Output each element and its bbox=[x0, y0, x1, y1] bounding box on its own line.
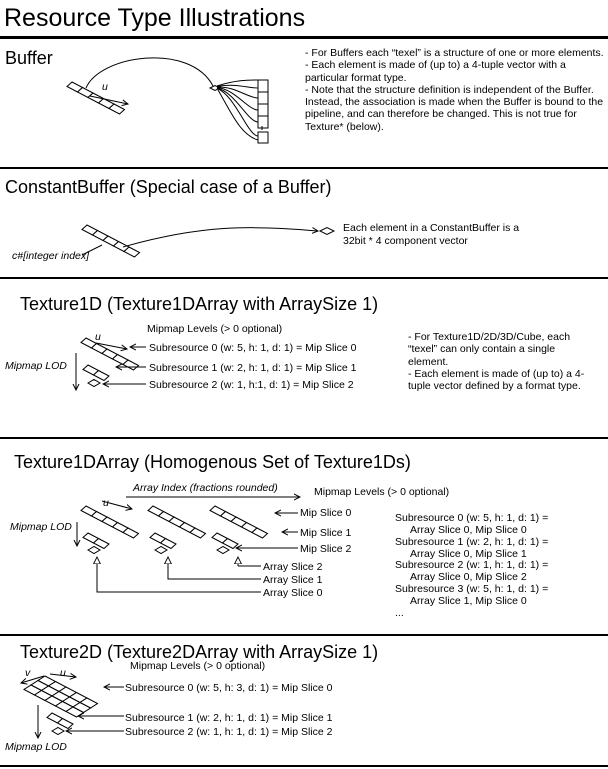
texture1darray-mip-lod: Mipmap LOD bbox=[10, 521, 72, 533]
buffer-note: - Each element is made of (up to) a 4-tu… bbox=[305, 59, 566, 84]
constantbuffer-heading: ConstantBuffer (Special case of a Buffer… bbox=[5, 177, 332, 197]
subresource-list: Subresource 0 (w: 5, h: 1, d: 1) = Array… bbox=[395, 512, 605, 620]
texture1d-mip-lod: Mipmap LOD bbox=[5, 360, 67, 372]
array0-mip2-texel bbox=[87, 545, 101, 555]
texture2d-mip-lod: Mipmap LOD bbox=[5, 741, 67, 753]
buffer-note: - Note that the structure definition is … bbox=[305, 83, 604, 133]
subresource-list-item: Array Slice 0, Mip Slice 1 bbox=[410, 547, 527, 560]
mip-slice-0-label: Mip Slice 0 bbox=[300, 507, 352, 519]
subresource-list-item: Array Slice 0, Mip Slice 2 bbox=[410, 571, 527, 584]
texture1d-mip1-texel bbox=[92, 369, 110, 382]
texture1d-note: - For Texture1D/2D/3D/Cube, each “texel”… bbox=[408, 331, 571, 368]
texture2d-subresource-0: Subresource 0 (w: 5, h: 3, d: 1) = Mip S… bbox=[125, 682, 333, 694]
cbuffer-index-label: c#[integer index] bbox=[12, 250, 90, 262]
texture1d-heading: Texture1D (Texture1DArray with ArraySize… bbox=[20, 294, 379, 314]
array-slice-1-pointer bbox=[168, 557, 261, 580]
buffer-fan-line bbox=[216, 79, 259, 87]
texture1darray-u-arrow bbox=[101, 500, 132, 509]
texture1d-subresource-1: Subresource 1 (w: 2, h: 1, d: 1) = Mip S… bbox=[149, 362, 357, 374]
array-slice-0-pointer bbox=[97, 557, 261, 593]
buffer-element-cell bbox=[257, 131, 269, 144]
texture1darray-heading: Texture1DArray (Homogenous Set of Textur… bbox=[14, 452, 411, 472]
subresource-list-item: Subresource 1 (w: 2, h: 1, d: 1) = bbox=[395, 535, 549, 548]
mip-slice-1-label: Mip Slice 1 bbox=[300, 527, 352, 539]
buffer-fan-line bbox=[216, 86, 259, 99]
texture1d-mip2-texel bbox=[87, 378, 101, 388]
buffer-fan-line bbox=[216, 87, 259, 123]
subresource-list-item: Array Slice 1, Mip Slice 0 bbox=[410, 595, 527, 608]
cbuffer-note-line1: Each element in a ConstantBuffer is a bbox=[343, 222, 520, 234]
buffer-fan-line bbox=[216, 84, 259, 89]
buffer-connector bbox=[85, 57, 214, 89]
array2-mip0-texel bbox=[251, 527, 269, 539]
title-rule bbox=[0, 36, 608, 39]
texture2d-subresource-2: Subresource 2 (w: 1, h: 1, d: 1) = Mip S… bbox=[125, 726, 333, 738]
texture2d-u-label: u bbox=[60, 667, 66, 679]
cbuffer-texel bbox=[123, 246, 141, 258]
buffer-heading: Buffer bbox=[5, 48, 53, 68]
array2-mip1-texel bbox=[221, 537, 239, 550]
buffer-element-cell bbox=[257, 79, 269, 93]
subresource-list-item: ... bbox=[395, 606, 404, 619]
subresource-list-item: Array Slice 0, Mip Slice 0 bbox=[410, 523, 527, 536]
subresource-list-item: Subresource 2 (w: 1, h: 1, d: 1) = bbox=[395, 559, 549, 572]
section-divider bbox=[0, 277, 608, 279]
array-slice-0-label: Array Slice 0 bbox=[263, 587, 323, 599]
texture1d-notes: - For Texture1D/2D/3D/Cube, each “texel”… bbox=[408, 331, 598, 392]
section-divider bbox=[0, 167, 608, 169]
texture1d-note: - Each element is made of (up to) a 4-tu… bbox=[408, 367, 585, 393]
array0-mip1-texel bbox=[92, 537, 110, 550]
buffer-notes: - For Buffers each “texel” is a structur… bbox=[305, 47, 605, 133]
subresource-list-item: Subresource 3 (w: 5, h: 1, d: 1) = bbox=[395, 583, 549, 596]
texture1d-subresource-0: Subresource 0 (w: 5, h: 1, d: 1) = Mip S… bbox=[149, 342, 357, 354]
buffer-note: - For Buffers each “texel” is a structur… bbox=[305, 47, 604, 59]
array1-mip2-texel bbox=[154, 545, 168, 555]
texture1d-mipmap-levels: Mipmap Levels (> 0 optional) bbox=[147, 323, 283, 335]
buffer-fan-line bbox=[216, 88, 259, 137]
buffer-element-cell bbox=[257, 103, 269, 117]
texture1d-u-label: u bbox=[95, 331, 101, 343]
buffer-fan-line bbox=[217, 89, 259, 141]
array-index-label: Array Index (fractions rounded) bbox=[133, 482, 278, 494]
array2-mip2-texel bbox=[216, 545, 230, 555]
buffer-u-arrow bbox=[89, 95, 128, 104]
mip-slice-2-label: Mip Slice 2 bbox=[300, 543, 352, 555]
array-slice-1-label: Array Slice 1 bbox=[263, 574, 323, 586]
cbuffer-connector bbox=[122, 228, 318, 248]
section-divider bbox=[0, 437, 608, 439]
texture2d-subresource-1: Subresource 1 (w: 2, h: 1, d: 1) = Mip S… bbox=[125, 712, 333, 724]
buffer-u-label: u bbox=[102, 81, 108, 93]
texture2d-heading: Texture2D (Texture2DArray with ArraySize… bbox=[20, 642, 379, 662]
buffer-texel bbox=[108, 103, 126, 115]
texture2d-v-arrow bbox=[21, 675, 45, 683]
texture1d-subresource-2: Subresource 2 (w: 1, h:1, d: 1) = Mip Sl… bbox=[149, 379, 354, 391]
array0-mip0-texel bbox=[122, 527, 140, 539]
array-slice-2-label: Array Slice 2 bbox=[263, 561, 323, 573]
array1-mip1-texel bbox=[159, 537, 177, 550]
array1-mip0-texel bbox=[189, 527, 207, 539]
subresource-list-item: Subresource 0 (w: 5, h: 1, d: 1) = bbox=[395, 512, 549, 524]
cbuffer-note-line2: 32bit * 4 component vector bbox=[343, 235, 468, 247]
texture2d-mipmap-levels: Mipmap Levels (> 0 optional) bbox=[130, 660, 266, 672]
section-divider bbox=[0, 765, 608, 767]
buffer-fan-line bbox=[216, 87, 259, 111]
texture1d-u-arrow bbox=[95, 342, 127, 349]
texture1darray-mipmap-levels: Mipmap Levels (> 0 optional) bbox=[314, 486, 450, 498]
cbuffer-index-pointer bbox=[81, 244, 103, 256]
cbuffer-element bbox=[318, 226, 336, 236]
texture2d-u-arrow bbox=[49, 674, 76, 677]
texture2d-mip2-texel bbox=[51, 726, 65, 736]
texture1darray-u-label: u bbox=[103, 497, 109, 509]
section-divider bbox=[0, 634, 608, 636]
texture2d-v-label: v bbox=[25, 667, 31, 679]
buffer-element-cell bbox=[257, 115, 269, 129]
page-title: Resource Type Illustrations bbox=[4, 4, 306, 32]
buffer-element-cell bbox=[257, 91, 269, 105]
